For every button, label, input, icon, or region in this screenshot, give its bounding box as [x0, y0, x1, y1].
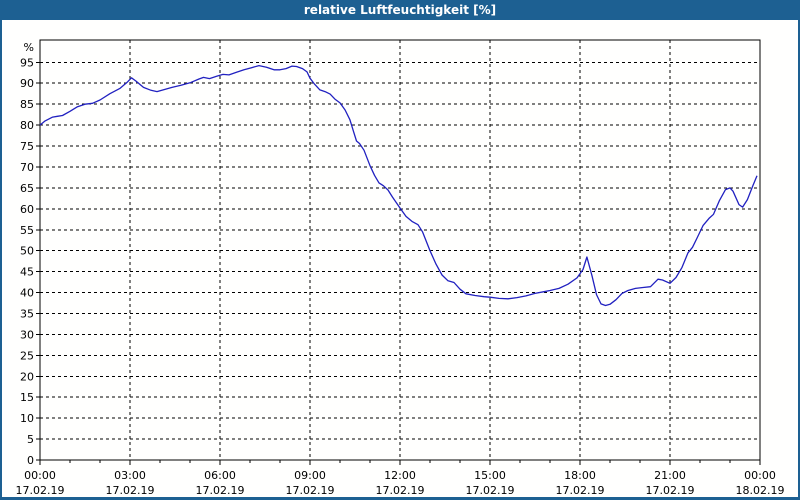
y-tick-label: 35: [20, 307, 34, 320]
x-time-label: 21:00: [654, 469, 686, 482]
x-time-label: 00:00: [744, 469, 776, 482]
x-date-label: 17.02.19: [196, 484, 245, 497]
x-date-label: 17.02.19: [286, 484, 335, 497]
y-tick-label: 70: [20, 161, 34, 174]
y-tick-label: 85: [20, 98, 34, 111]
y-tick-label: 65: [20, 182, 34, 195]
y-tick-label: 80: [20, 119, 34, 132]
x-date-label: 17.02.19: [556, 484, 605, 497]
y-tick-label: 75: [20, 140, 34, 153]
y-tick-label: 10: [20, 412, 34, 425]
x-date-label: 17.02.19: [376, 484, 425, 497]
y-tick-label: 20: [20, 370, 34, 383]
y-tick-label: 55: [20, 224, 34, 237]
y-tick-label: 90: [20, 77, 34, 90]
x-time-label: 09:00: [294, 469, 326, 482]
y-tick-label: 45: [20, 266, 34, 279]
y-tick-label: 25: [20, 349, 34, 362]
y-tick-label: 15: [20, 391, 34, 404]
y-tick-label: 0: [27, 454, 34, 467]
y-axis-unit-label: %: [24, 41, 34, 54]
x-time-label: 15:00: [474, 469, 506, 482]
y-tick-label: 5: [27, 433, 34, 446]
y-tick-label: 30: [20, 328, 34, 341]
humidity-line: [39, 64, 758, 307]
x-date-label: 17.02.19: [466, 484, 515, 497]
y-tick-label: 40: [20, 287, 34, 300]
x-date-label: 17.02.19: [106, 484, 155, 497]
y-tick-label: 50: [20, 245, 34, 258]
y-tick-label: 60: [20, 203, 34, 216]
x-date-label: 18.02.19: [736, 484, 785, 497]
x-time-label: 03:00: [114, 469, 146, 482]
x-time-label: 00:00: [24, 469, 56, 482]
x-time-label: 06:00: [204, 469, 236, 482]
x-date-label: 17.02.19: [646, 484, 695, 497]
window-title: relative Luftfeuchtigkeit [%]: [303, 3, 497, 17]
plot-border: [39, 39, 761, 461]
y-tick-label: 95: [20, 56, 34, 69]
x-date-label: 17.02.19: [16, 484, 65, 497]
window-content: 0 5 10 15 20 25 30 35 40 45 50 55 60 65 70 75 80 85 90 95% 0…: [0, 20, 800, 500]
x-time-label: 12:00: [384, 469, 416, 482]
window-titlebar: relative Luftfeuchtigkeit [%]: [0, 0, 800, 20]
x-time-label: 18:00: [564, 469, 596, 482]
